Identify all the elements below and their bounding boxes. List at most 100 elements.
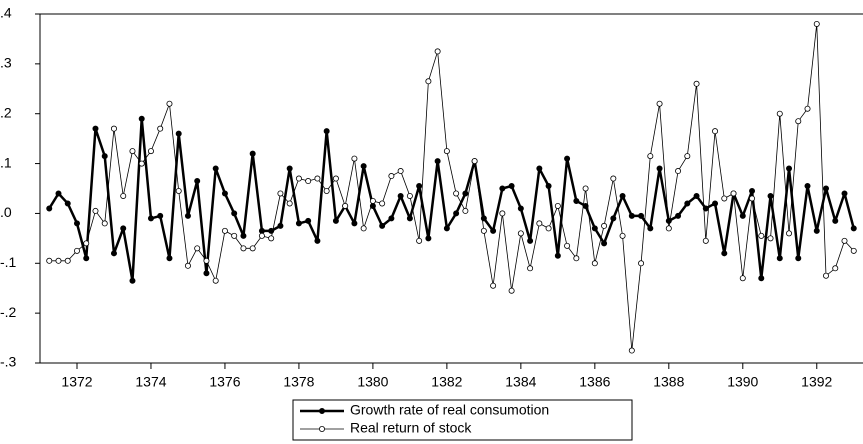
point-marker xyxy=(258,227,265,234)
point-marker xyxy=(129,277,136,284)
point-marker xyxy=(110,250,117,257)
series-line xyxy=(48,117,855,282)
point-marker xyxy=(758,275,765,282)
point-marker xyxy=(101,220,108,227)
point-marker xyxy=(804,183,811,190)
point-marker xyxy=(841,237,848,244)
legend-label: Growth rate of real consumotion xyxy=(350,402,549,418)
point-marker xyxy=(508,183,515,190)
point-marker xyxy=(258,232,265,239)
point-marker xyxy=(379,200,386,207)
point-marker xyxy=(332,175,339,182)
point-marker xyxy=(517,205,524,212)
point-marker xyxy=(268,235,275,242)
point-marker xyxy=(795,118,802,125)
point-marker xyxy=(527,237,534,244)
point-marker xyxy=(767,192,774,199)
point-marker xyxy=(379,222,386,229)
point-marker xyxy=(739,275,746,282)
point-marker xyxy=(166,255,173,262)
point-marker xyxy=(323,128,330,135)
y-tick-label: .4 xyxy=(0,5,12,21)
point-marker xyxy=(314,237,321,244)
point-marker xyxy=(693,192,700,199)
point-marker xyxy=(656,100,663,107)
point-marker xyxy=(776,110,783,117)
point-marker xyxy=(416,183,423,190)
point-marker xyxy=(175,187,182,194)
x-tick-label: 1384 xyxy=(505,374,536,390)
x-tick-label: 1390 xyxy=(727,374,758,390)
legend-marker xyxy=(318,425,325,432)
point-marker xyxy=(184,262,191,269)
point-marker xyxy=(434,158,441,165)
point-marker xyxy=(647,225,654,232)
point-marker xyxy=(46,205,53,212)
point-marker xyxy=(832,217,839,224)
point-marker xyxy=(221,227,228,234)
y-tick-label: -.1 xyxy=(0,254,17,270)
point-marker xyxy=(823,185,830,192)
x-tick-label: 1382 xyxy=(431,374,462,390)
point-marker xyxy=(305,178,312,185)
point-marker xyxy=(610,215,617,222)
point-marker xyxy=(231,232,238,239)
x-tick-label: 1388 xyxy=(653,374,684,390)
point-marker xyxy=(221,190,228,197)
y-tick-label: .1 xyxy=(0,154,12,170)
point-marker xyxy=(795,255,802,262)
point-marker xyxy=(647,153,654,160)
point-marker xyxy=(684,153,691,160)
point-marker xyxy=(462,207,469,214)
point-marker xyxy=(120,192,127,199)
point-marker xyxy=(730,190,737,197)
point-marker xyxy=(564,242,571,249)
point-marker xyxy=(314,175,321,182)
point-marker xyxy=(351,220,358,227)
point-marker xyxy=(203,270,210,277)
point-marker xyxy=(573,255,580,262)
point-marker xyxy=(619,192,626,199)
point-marker xyxy=(360,163,367,170)
point-marker xyxy=(184,212,191,219)
point-marker xyxy=(712,128,719,135)
point-marker xyxy=(295,175,302,182)
y-tick-label: -.2 xyxy=(0,304,17,320)
point-marker xyxy=(684,200,691,207)
point-marker xyxy=(425,78,432,85)
point-marker xyxy=(841,190,848,197)
point-marker xyxy=(147,215,154,222)
point-marker xyxy=(767,235,774,242)
point-marker xyxy=(665,225,672,232)
point-marker xyxy=(721,195,728,202)
y-tick-label: -.3 xyxy=(0,354,17,370)
point-marker xyxy=(397,168,404,175)
point-marker xyxy=(388,173,395,180)
point-marker xyxy=(92,207,99,214)
point-marker xyxy=(249,150,256,157)
point-marker xyxy=(675,212,682,219)
point-marker xyxy=(813,227,820,234)
point-marker xyxy=(702,237,709,244)
point-marker xyxy=(369,197,376,204)
point-marker xyxy=(416,237,423,244)
point-marker xyxy=(758,232,765,239)
point-marker xyxy=(277,190,284,197)
point-marker xyxy=(453,210,460,217)
point-marker xyxy=(46,257,53,264)
point-marker xyxy=(101,153,108,160)
point-marker xyxy=(194,178,201,185)
point-marker xyxy=(545,183,552,190)
axis-frame xyxy=(39,13,863,364)
point-marker xyxy=(305,217,312,224)
point-marker xyxy=(342,202,349,209)
x-tick-label: 1378 xyxy=(283,374,314,390)
point-marker xyxy=(813,20,820,27)
point-marker xyxy=(712,200,719,207)
point-marker xyxy=(554,202,561,209)
point-marker xyxy=(249,245,256,252)
point-marker xyxy=(175,130,182,137)
point-marker xyxy=(295,220,302,227)
point-marker xyxy=(564,155,571,162)
point-marker xyxy=(203,257,210,264)
